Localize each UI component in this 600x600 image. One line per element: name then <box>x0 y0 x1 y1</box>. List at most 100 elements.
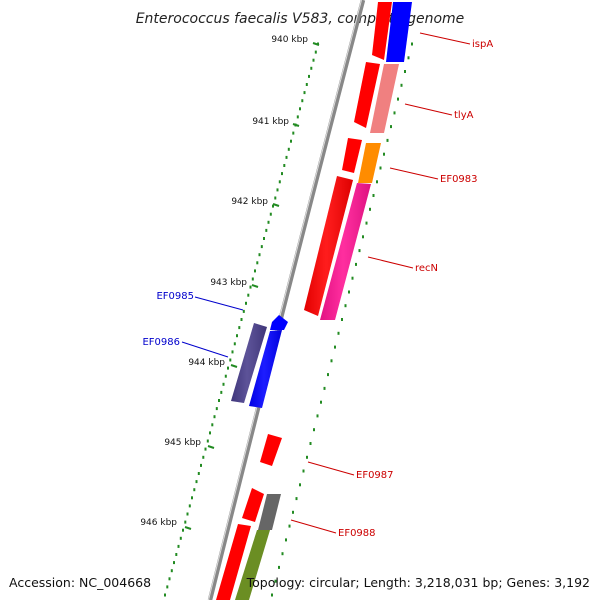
plus-track-dot <box>341 318 343 321</box>
gene-shading <box>304 176 353 316</box>
ruler-dot <box>193 488 196 492</box>
leader-EF0987 <box>307 461 355 476</box>
plus-track-dot <box>404 70 406 73</box>
genome-backbone-highlight <box>208 0 362 600</box>
gene-label-tlyA[interactable]: tlyA <box>454 110 474 121</box>
gene-EF0985-arrow[interactable] <box>270 315 288 330</box>
ruler-dot <box>310 66 313 70</box>
leader-recN <box>367 256 414 269</box>
gene-ispA-arrow[interactable] <box>372 2 392 60</box>
ruler-dot <box>175 553 178 556</box>
plus-track-dot <box>334 345 336 349</box>
ruler-dot <box>186 512 189 516</box>
gene-features <box>216 2 412 600</box>
gene-label-EF0988[interactable]: EF0988 <box>338 528 376 539</box>
ruler-label-946: 946 kbp <box>140 518 177 528</box>
ruler-dot <box>290 139 292 143</box>
ruler-dot <box>233 342 236 346</box>
ruler-dot <box>265 228 268 232</box>
ruler-dot <box>227 366 229 370</box>
plus-track-dot <box>372 194 375 197</box>
ruler-dot <box>296 115 299 119</box>
plus-track-dot <box>383 152 385 156</box>
leader-ispA <box>419 32 471 45</box>
leader-tlyA <box>404 103 453 116</box>
ruler-dot <box>303 91 306 95</box>
plus-track-dot <box>330 359 333 363</box>
gene-EF0988-arrow[interactable] <box>242 488 264 522</box>
leader-EF0986 <box>181 341 229 358</box>
topology-text: Topology: circular; Length: 3,218,031 bp… <box>246 575 590 590</box>
plus-track-dot <box>386 138 389 142</box>
ruler-ticks <box>184 42 320 530</box>
ruler-dot <box>242 309 245 313</box>
ruler-dot <box>220 390 223 394</box>
gene-label-EF0986[interactable]: EF0986 <box>142 337 180 348</box>
gene-label-EF0987[interactable]: EF0987 <box>356 470 394 481</box>
gene-label-recN[interactable]: recN <box>415 263 438 274</box>
plus-track-dot <box>299 483 301 487</box>
gene-tlyA-arrow[interactable] <box>354 62 380 128</box>
ruler-dot <box>229 358 232 362</box>
map-title: Enterococcus faecalis V583, complete gen… <box>136 11 465 27</box>
ruler-dot <box>283 164 286 167</box>
plus-track-dot <box>288 524 291 528</box>
plus-track-dot <box>320 400 322 404</box>
ruler-dot <box>258 253 261 257</box>
ruler-dot <box>168 577 171 581</box>
ruler-dot <box>249 285 252 289</box>
ruler-dot <box>305 83 308 86</box>
ruler-major-tick <box>184 526 192 530</box>
genome-backbone <box>207 0 366 600</box>
plus-track-dot <box>278 565 280 569</box>
gene-next-arrow[interactable] <box>216 524 251 600</box>
plus-track-dot <box>316 414 319 418</box>
gene-tlyA-cog[interactable] <box>370 64 399 133</box>
gene-EF0987-arrow[interactable] <box>260 434 282 466</box>
plus-track-dot <box>407 56 410 60</box>
ruler-major-tick <box>312 42 320 46</box>
ruler-major-tick <box>230 364 238 368</box>
ruler-dot <box>215 407 218 411</box>
ruler-dot <box>272 204 274 208</box>
ruler-dot <box>312 58 315 62</box>
ruler-dot <box>209 431 211 435</box>
ruler-label-945: 945 kbp <box>164 438 201 448</box>
plus-track-dot <box>295 497 298 501</box>
ruler-dot <box>274 196 277 200</box>
ruler-label-944: 944 kbp <box>188 358 225 368</box>
gene-label-ispA[interactable]: ispA <box>472 39 493 50</box>
plus-track-dot <box>327 373 329 377</box>
gene-shading <box>320 183 371 320</box>
plus-track-dot <box>274 579 277 583</box>
ruler-dot <box>308 74 310 78</box>
plus-track-dot <box>411 42 413 46</box>
ruler-dot <box>269 212 272 216</box>
ruler-dot <box>202 455 205 459</box>
plus-track-dot <box>281 552 284 556</box>
gene-EF0983-arrow[interactable] <box>342 138 362 173</box>
ruler-dot <box>179 536 182 540</box>
ruler-track <box>164 42 319 597</box>
plus-track-dot <box>358 249 361 253</box>
ruler-dot <box>222 382 225 386</box>
plus-track-dot <box>362 235 364 239</box>
plus-track-dot <box>309 442 312 445</box>
ruler-dot <box>184 520 187 524</box>
gene-label-EF0985[interactable]: EF0985 <box>156 291 194 302</box>
ruler-dot <box>247 293 250 297</box>
ruler-dot <box>292 131 295 135</box>
gene-EF0988-cog[interactable] <box>258 494 281 530</box>
plus-track-dot <box>348 290 350 294</box>
gene-label-EF0983[interactable]: EF0983 <box>440 174 478 185</box>
ruler-label-942: 942 kbp <box>231 197 268 207</box>
plus-track-dot <box>355 262 357 266</box>
ruler-dot <box>200 463 202 467</box>
ruler-dot <box>314 50 317 54</box>
ruler-dot <box>173 561 175 565</box>
ruler-dot <box>301 99 304 103</box>
gene-EF0983-cog[interactable] <box>358 143 381 183</box>
gene-ispA-cog[interactable] <box>386 2 412 62</box>
gene-next-cog[interactable] <box>235 530 270 600</box>
